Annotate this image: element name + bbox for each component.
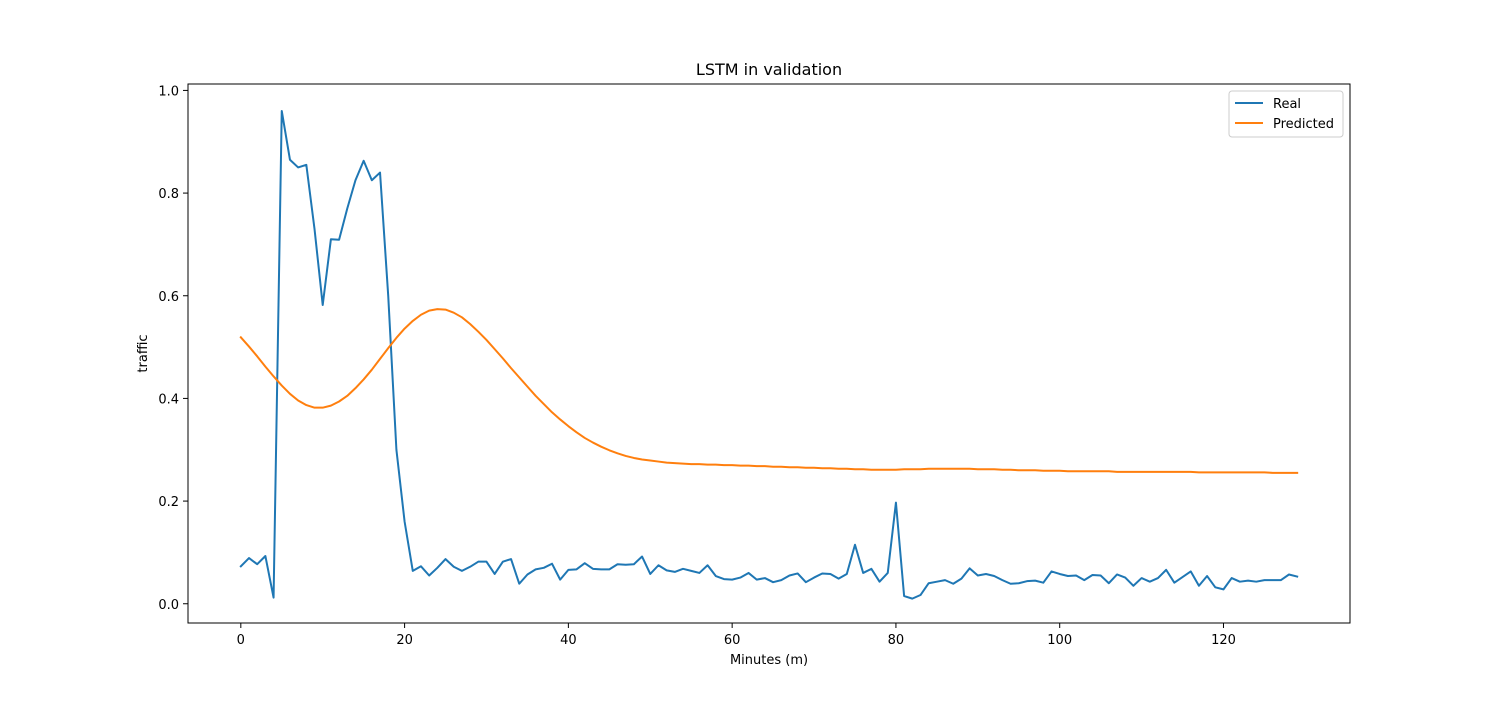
series-line-predicted: [239, 308, 1299, 474]
y-tick-label: 0.0: [158, 598, 179, 613]
series-line-real: [239, 109, 1299, 600]
y-tick-label: 0.8: [158, 187, 179, 202]
x-tick-label: 60: [724, 633, 741, 648]
y-axis-label: traffic: [136, 334, 151, 372]
x-tick-label: 120: [1211, 633, 1236, 648]
legend-label-real: Real: [1273, 97, 1301, 112]
x-tick-label: 80: [888, 633, 905, 648]
y-tick-label: 1.0: [158, 84, 179, 99]
legend: Real Predicted: [1228, 90, 1344, 138]
chart-title: LSTM in validation: [696, 60, 842, 79]
legend-label-predicted: Predicted: [1273, 117, 1334, 132]
x-tick-label: 0: [237, 633, 245, 648]
plot-area: [239, 109, 1299, 600]
y-tick-label: 0.4: [158, 392, 179, 407]
axes-frame: [187, 83, 1351, 624]
y-tick-label: 0.6: [158, 290, 179, 305]
ticks: 0 20 40 60 80 100 120 0.0 0.2 0.4 0.6 0.8 1.0: [158, 84, 1236, 648]
x-tick-label: 40: [560, 633, 577, 648]
x-tick-label: 100: [1047, 633, 1072, 648]
y-tick-label: 0.2: [158, 495, 179, 510]
x-tick-label: 20: [396, 633, 413, 648]
x-axis-label: Minutes (m): [730, 653, 808, 668]
